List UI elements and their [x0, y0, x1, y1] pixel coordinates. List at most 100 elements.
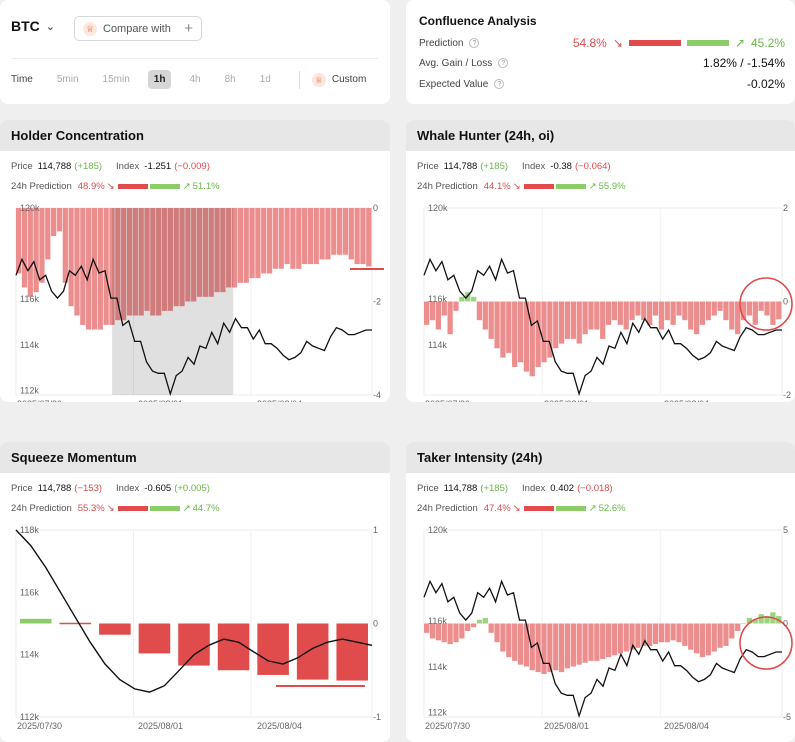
- indicator-bar: [588, 623, 594, 661]
- chart-svg[interactable]: 120k 116k 114k 112k 5 0 -5 2025/07/30 2025/08/01…: [406, 442, 795, 742]
- indicator-bar: [360, 208, 366, 265]
- indicator-bar: [109, 208, 115, 325]
- timeframe-8h[interactable]: 8h: [224, 74, 236, 85]
- indicator-bar: [735, 623, 741, 631]
- indicator-bar: [290, 208, 296, 269]
- trend-down-icon: ↘: [106, 503, 115, 514]
- price-label: Price: [417, 483, 439, 494]
- indicator-bar: [517, 623, 524, 665]
- price-index-row: Price 114,788 (+185) Index -1.251 (−0.009): [11, 161, 210, 172]
- indicator-bar: [97, 208, 103, 330]
- indicator-bar: [482, 301, 488, 330]
- indicator-bar: [570, 301, 576, 339]
- panel-title: Whale Hunter (24h, oi): [406, 120, 795, 151]
- prediction-down-value: 44.1%: [483, 181, 511, 192]
- index-value: -0.605: [144, 483, 172, 494]
- x-tick: 2025/08/04: [664, 721, 709, 731]
- indicator-bar: [470, 623, 477, 628]
- indicator-bar: [424, 623, 430, 633]
- timeframe-4h[interactable]: 4h: [189, 74, 201, 85]
- trend-up-icon: ↗: [588, 503, 597, 514]
- indicator-bar: [682, 623, 688, 646]
- indicator-bar: [144, 208, 150, 311]
- y-left-tick: 120k: [428, 525, 448, 535]
- indicator-bar: [214, 208, 220, 293]
- timeframe-1h[interactable]: 1h: [147, 70, 172, 89]
- y-right-tick: -5: [783, 712, 791, 722]
- plus-icon: +: [184, 20, 193, 37]
- indicator-bar: [62, 208, 68, 283]
- indicator-bar: [453, 623, 459, 643]
- price-label: Price: [11, 161, 33, 172]
- y-right-tick: -2: [373, 297, 381, 307]
- indicator-bar: [103, 208, 109, 325]
- timeframe-15min[interactable]: 15min: [102, 74, 130, 85]
- indicator-bar: [178, 623, 210, 666]
- indicator-bar: [226, 208, 232, 288]
- y-right-tick: 2: [783, 203, 788, 213]
- indicator-bar: [664, 623, 670, 643]
- indicator-bar: [570, 623, 576, 667]
- y-left-tick: 114k: [20, 650, 39, 660]
- x-tick: 2025/07/30: [425, 721, 470, 731]
- indicator-bar: [202, 208, 208, 297]
- custom-button[interactable]: ♕ Custom: [311, 72, 366, 87]
- indicator-bar: [313, 208, 319, 265]
- indicator-bar: [465, 623, 471, 631]
- indicator-bar: [723, 301, 729, 321]
- indicator-bar: [535, 301, 541, 367]
- indicator-bar: [115, 208, 121, 321]
- y-right-tick: -2: [783, 390, 791, 400]
- indicator-bar: [652, 301, 659, 316]
- y-left-tick: 118k: [20, 525, 39, 535]
- indicator-bar: [33, 208, 39, 293]
- indicator-bar: [494, 301, 500, 349]
- index-change: (−0.018): [577, 483, 613, 494]
- price-label: Price: [417, 161, 439, 172]
- indicator-bar: [752, 301, 758, 325]
- symbol-selector[interactable]: BTC ⌄: [11, 18, 55, 34]
- price-index-row: Price 114,788 (+185) Index -0.38 (−0.064): [417, 161, 611, 172]
- prediction-row: 24h Prediction 44.1% ↘ ↗ 55.9%: [417, 181, 626, 192]
- index-label: Index: [116, 161, 140, 172]
- indicator-bar: [220, 208, 226, 293]
- prediction-up-value: 45.2%: [750, 36, 785, 50]
- expected-value-label: Expected Value: [419, 78, 489, 90]
- highlight-circle: [739, 616, 793, 670]
- help-icon[interactable]: ?: [498, 58, 509, 68]
- gain-loss-label: Avg. Gain / Loss: [419, 57, 493, 69]
- timeframe-5min[interactable]: 5min: [56, 74, 79, 85]
- indicator-bar: [641, 623, 647, 646]
- chart-svg[interactable]: 118k 116k 114k 112k 1 0 -1 2025/07/30 2025/08/01…: [0, 442, 390, 742]
- x-tick: 2025/08/01: [544, 399, 589, 402]
- trend-down-icon: ↘: [512, 503, 521, 514]
- indicator-bar: [629, 301, 635, 321]
- indicator-bar: [635, 301, 641, 316]
- compare-with-button[interactable]: ♕ Compare with +: [74, 16, 202, 41]
- plot-frame: [15, 529, 373, 718]
- prediction-label: 24h Prediction: [11, 503, 72, 514]
- indicator-bar: [541, 623, 547, 674]
- chart-svg[interactable]: 120k 116k 114k 112k 0 -2 -4 2025/07/30 2025/08/0…: [0, 120, 390, 402]
- expected-value: -0.02%: [746, 77, 785, 91]
- indicator-bar: [658, 301, 665, 330]
- prediction-label: Prediction: [419, 37, 464, 49]
- indicator-bar: [257, 623, 289, 675]
- timeframe-1d[interactable]: 1d: [259, 74, 271, 85]
- prediction-label: 24h Prediction: [11, 181, 72, 192]
- help-icon[interactable]: ?: [494, 79, 505, 89]
- highlight-circle: [739, 277, 793, 331]
- trend-down-icon: ↘: [612, 36, 623, 50]
- price-change: (+185): [480, 483, 509, 494]
- indicator-bar: [488, 301, 494, 339]
- help-icon[interactable]: ?: [469, 38, 480, 48]
- index-change: (+0.005): [174, 483, 210, 494]
- indicator-bar: [121, 208, 127, 321]
- chart-svg[interactable]: 120k 116k 114k 2 0 -2 2025/07/30 2025/08/01 2025…: [406, 120, 795, 402]
- indicator-bar: [576, 623, 582, 665]
- panel-title: Holder Concentration: [0, 120, 390, 151]
- index-label: Index: [522, 483, 546, 494]
- price-value: 114,788: [443, 161, 478, 172]
- indicator-bar: [523, 623, 530, 667]
- y-right-tick: 0: [373, 619, 378, 629]
